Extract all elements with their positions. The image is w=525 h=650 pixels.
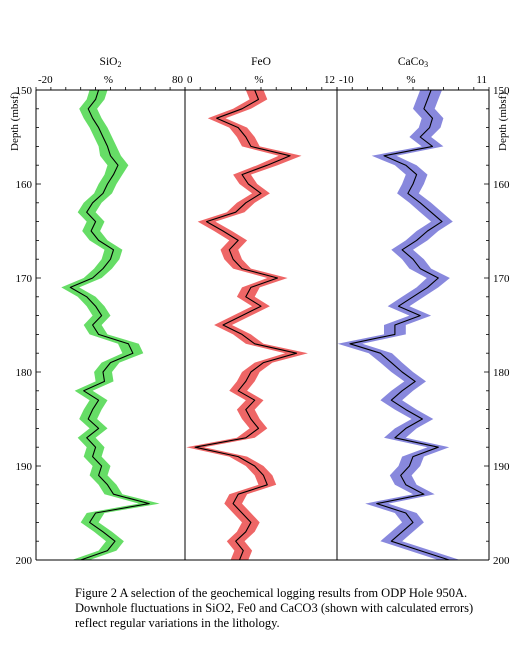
figure-caption: Figure 2 A selection of the geochemical …: [75, 586, 515, 631]
feo-error-band: [186, 90, 308, 560]
depth-tick-label-left: 160: [16, 179, 33, 191]
panel-feo: 0 12% FeO: [184, 56, 338, 561]
depth-tick-label-left: 150: [16, 85, 33, 97]
panel-title: CaCo3: [398, 56, 428, 69]
depth-tick-label-left: 170: [16, 273, 33, 285]
caption-line-3: reflect regular variations in the lithol…: [75, 616, 280, 630]
depth-tick-label-left: 190: [16, 461, 33, 473]
x-tick-label-min: -20: [38, 74, 53, 86]
caption-line-1: Figure 2 A selection of the geochemical …: [75, 586, 468, 600]
depth-tick-label-right: 180: [493, 367, 510, 379]
depth-tick-label-right: 190: [493, 461, 510, 473]
caco3-data-line: [349, 89, 450, 561]
feo-data-line: [194, 89, 298, 561]
x-tick-label-min: -10: [339, 74, 354, 86]
panel-caco3: -10 11% CaCo3: [336, 56, 490, 561]
x-tick-label-min: 0: [187, 74, 193, 86]
depth-tick-label-right: 200: [493, 555, 510, 567]
x-tick-label-max: 12: [324, 74, 335, 86]
depth-tick-label-right: 170: [493, 273, 510, 285]
depth-tick-label-right: 150: [493, 85, 510, 97]
panel-title: SiO2: [100, 56, 122, 69]
x-unit-label: %: [104, 74, 113, 86]
y-axis-label-right: Depth (mbsf): [497, 92, 509, 151]
depth-axis-right: 150 160 170 180 190 200: [484, 85, 510, 567]
x-unit-label: %: [254, 74, 263, 86]
depth-tick-label-right: 160: [493, 179, 510, 191]
x-tick-label-max: 11: [476, 74, 487, 86]
panel-sio2: -20 80% SiO2: [35, 56, 186, 561]
depth-tick-label-left: 200: [16, 555, 33, 567]
sio2-data-line: [69, 89, 150, 561]
x-unit-label: %: [406, 74, 415, 86]
geochemical-log-figure: Depth (mbsf) Depth (mbsf) -20 80% SiO2 0 12% Fe…: [9, 56, 510, 567]
depth-tick-label-left: 180: [16, 367, 33, 379]
caco3-error-band: [337, 90, 460, 560]
x-tick-label-max: 80: [172, 74, 184, 86]
caption-line-2: Downhole fluctuations in SiO2, Fe0 and C…: [75, 601, 474, 615]
sio2-error-band: [61, 90, 160, 560]
log-plot-svg: Depth (mbsf) Depth (mbsf) -20 80% SiO2 0 12% Fe…: [9, 56, 510, 567]
y-axis-label-left: Depth (mbsf): [9, 92, 21, 151]
panel-title: FeO: [251, 56, 271, 68]
depth-axis-left: 150 160 170 180 190 200: [16, 85, 41, 567]
